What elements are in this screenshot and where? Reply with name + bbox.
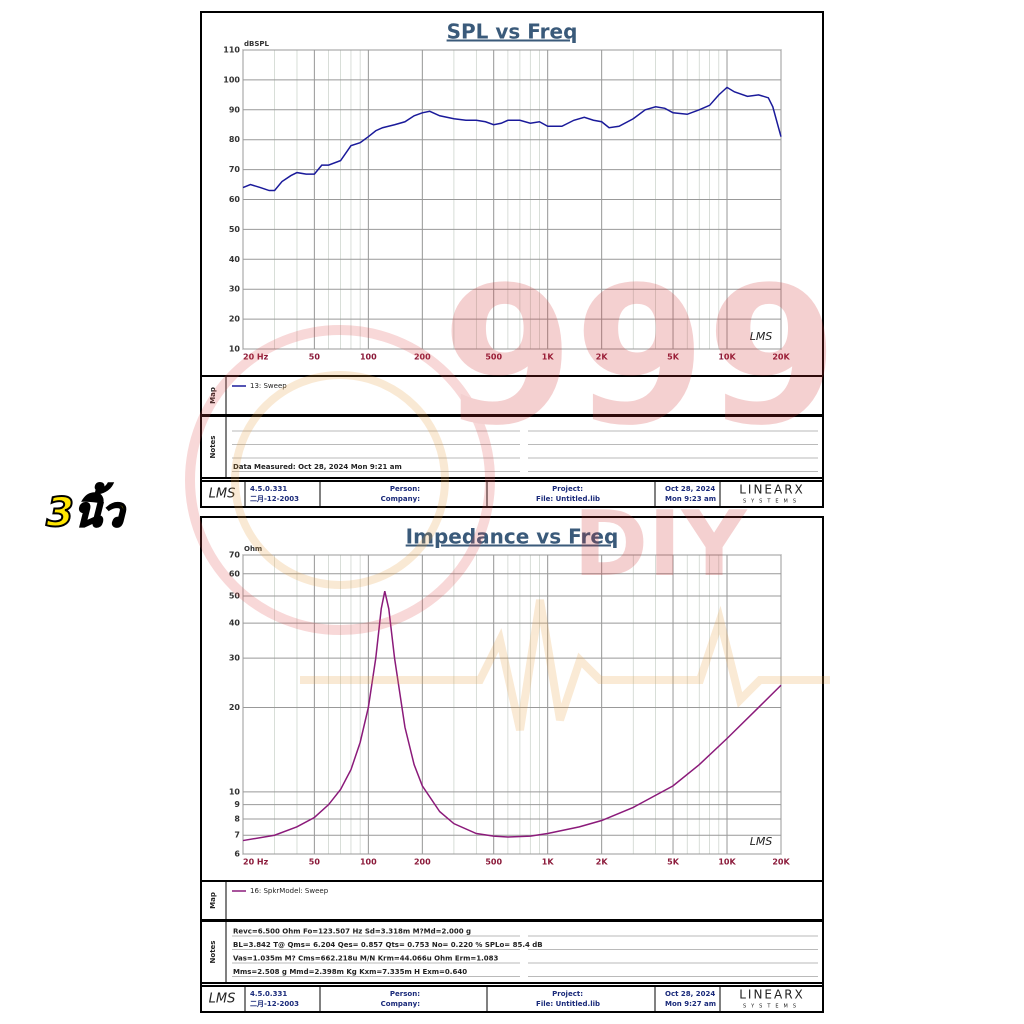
brand-sub: SYSTEMS	[743, 1004, 801, 1010]
y-tick-label: 10	[229, 787, 241, 796]
file: File: Untitled.lib	[536, 1000, 600, 1008]
y-tick-label: 6	[234, 850, 240, 859]
x-tick-label: 20K	[772, 353, 790, 362]
watermark-text: DIY	[573, 492, 748, 597]
y-tick-label: 80	[229, 135, 241, 144]
version: 4.5.0.331	[250, 990, 287, 998]
y-tick-label: 110	[223, 46, 240, 55]
x-tick-label: 1K	[542, 858, 555, 867]
time: Mon 9:23 am	[665, 495, 716, 503]
note-text: BL=3.842 T@ Qms= 6.204 Qes= 0.857 Qts= 0…	[233, 941, 543, 949]
date: Oct 28, 2024	[665, 990, 715, 998]
brand-sub: SYSTEMS	[743, 499, 801, 505]
watermark-ring	[185, 325, 495, 635]
person: Person:	[390, 485, 420, 493]
date-code: 二月-12-2003	[250, 1000, 299, 1008]
data-line	[242, 591, 782, 842]
x-tick-label: 500	[485, 353, 502, 362]
chart-title: SPL vs Freq	[447, 20, 578, 44]
x-tick-label: 5K	[667, 858, 680, 867]
footer-logo: LMS	[209, 992, 236, 1007]
plot-logo: LMS	[750, 835, 773, 848]
notes-section	[200, 920, 824, 984]
chart-title: Impedance vs Freq	[406, 525, 619, 549]
notes-section	[200, 415, 824, 479]
y-tick-label: 100	[223, 75, 240, 84]
x-tick-label: 200	[414, 858, 431, 867]
x-tick-label: 2K	[596, 353, 609, 362]
company: Company:	[381, 1000, 421, 1008]
footer-logo: LMS	[209, 487, 236, 502]
footer	[200, 985, 824, 1013]
map-label: Map	[209, 387, 217, 404]
footer	[200, 480, 824, 508]
y-tick-label: 60	[229, 195, 241, 204]
x-tick-label: 20 Hz	[243, 858, 269, 867]
watermark-number: 999	[442, 246, 839, 467]
x-tick-label: 50	[309, 858, 321, 867]
x-tick-label: 100	[360, 858, 377, 867]
legend-label: 13: Sweep	[250, 382, 287, 390]
person: Person:	[390, 990, 420, 998]
notes-label: Notes	[209, 436, 217, 459]
y-tick-label: 8	[234, 814, 240, 823]
x-tick-label: 10K	[718, 858, 736, 867]
map-section	[200, 375, 824, 416]
y-tick-label: 7	[234, 831, 240, 840]
y-axis-label: dBSPL	[244, 40, 270, 48]
note-text: Mms=2.508 g Mmd=2.398m Kg Kxm=7.335m H E…	[233, 968, 467, 976]
y-tick-label: 20	[229, 703, 241, 712]
x-tick-label: 500	[485, 858, 502, 867]
x-tick-label: 200	[414, 353, 431, 362]
y-tick-label: 40	[229, 619, 241, 628]
y-tick-label: 10	[229, 345, 241, 354]
version: 4.5.0.331	[250, 485, 287, 493]
note-text: Vas=1.035m M? Cms=662.218u M/N Krm=44.06…	[233, 955, 499, 963]
date-code: 二月-12-2003	[250, 495, 299, 503]
project: Project:	[552, 990, 583, 998]
y-tick-label: 60	[229, 569, 241, 578]
x-tick-label: 1K	[542, 353, 555, 362]
date: Oct 28, 2024	[665, 485, 715, 493]
legend-label: 16: SpkrModel: Sweep	[250, 887, 329, 895]
map-section	[200, 880, 824, 921]
y-tick-label: 30	[229, 285, 241, 294]
y-tick-label: 40	[229, 255, 241, 264]
x-tick-label: 20 Hz	[243, 353, 269, 362]
company: Company:	[381, 495, 421, 503]
y-tick-label: 9	[234, 800, 240, 809]
time: Mon 9:27 am	[665, 1000, 716, 1008]
note-text: Revc=6.500 Ohm Fo=123.507 Hz Sd=3.318m M…	[233, 928, 471, 936]
watermark: 999 DIY	[185, 246, 839, 731]
watermark-wave	[300, 599, 830, 731]
brand: LINEARX	[739, 483, 805, 497]
x-tick-label: 2K	[596, 858, 609, 867]
y-tick-label: 50	[229, 225, 241, 234]
file: File: Untitled.lib	[536, 495, 600, 503]
map-label: Map	[209, 892, 217, 909]
y-tick-label: 30	[229, 654, 241, 663]
x-tick-label: 10K	[718, 353, 736, 362]
project: Project:	[552, 485, 583, 493]
y-tick-label: 70	[229, 165, 241, 174]
note-text: Data Measured: Oct 28, 2024 Mon 9:21 am	[233, 463, 402, 471]
y-axis-label: Ohm	[244, 545, 262, 553]
y-tick-label: 70	[229, 551, 241, 560]
data-line	[242, 86, 782, 192]
y-tick-label: 50	[229, 591, 241, 600]
side-label: 3นิ้ว	[46, 482, 126, 536]
y-tick-label: 90	[229, 105, 241, 114]
brand: LINEARX	[739, 988, 805, 1002]
x-tick-label: 100	[360, 353, 377, 362]
notes-label: Notes	[209, 941, 217, 964]
plot-logo: LMS	[750, 330, 773, 343]
y-tick-label: 20	[229, 315, 241, 324]
x-tick-label: 5K	[667, 353, 680, 362]
watermark-ring	[231, 371, 449, 589]
x-tick-label: 20K	[772, 858, 790, 867]
x-tick-label: 50	[309, 353, 321, 362]
